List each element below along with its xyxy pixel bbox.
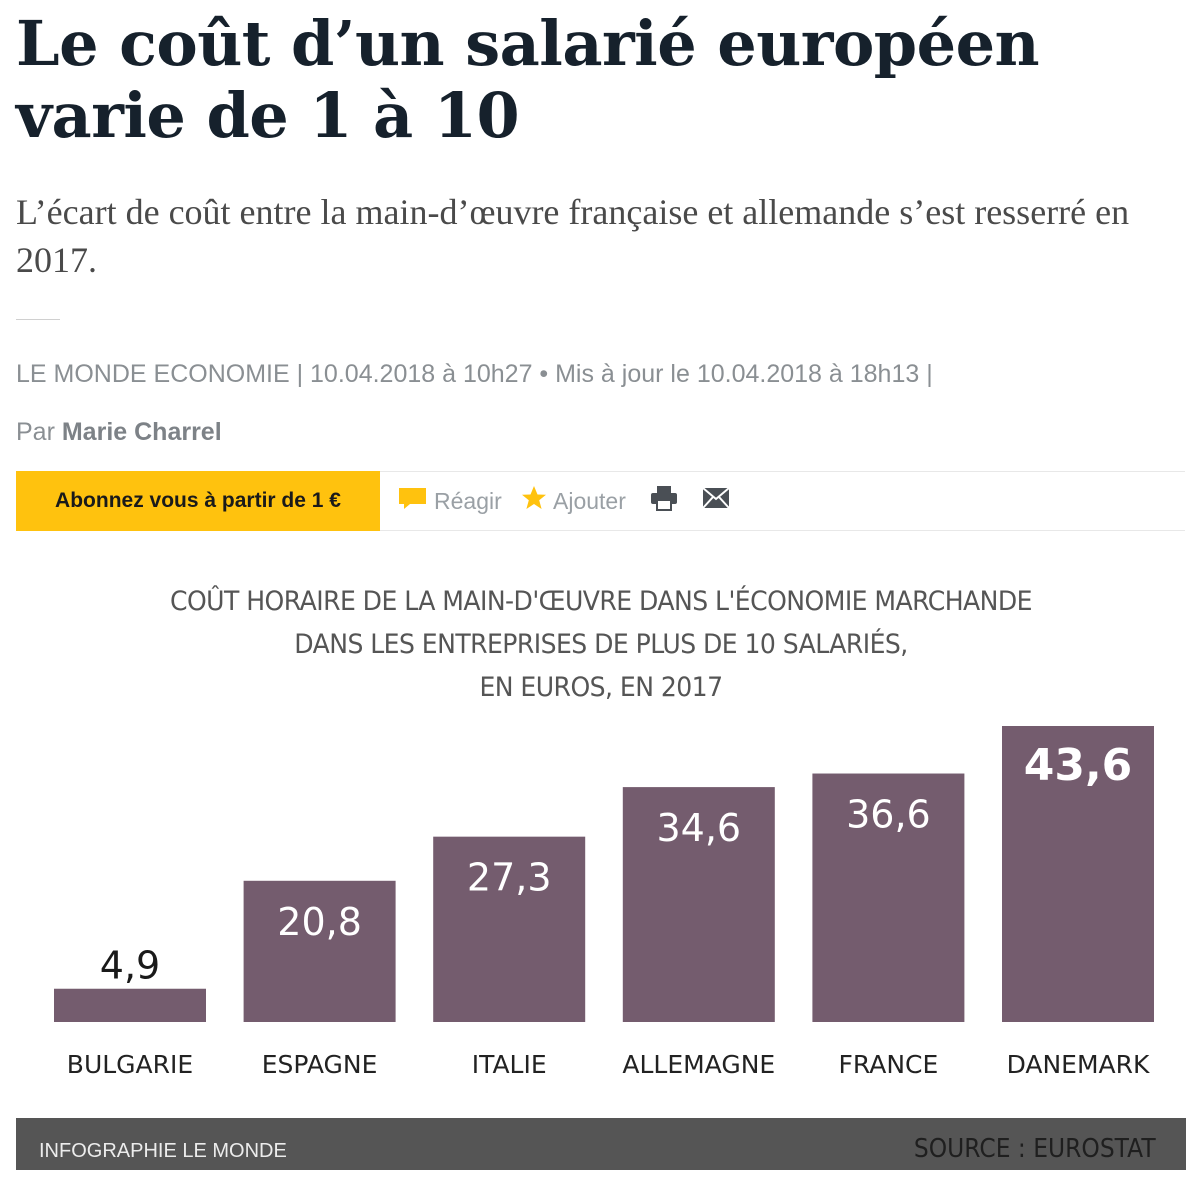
chart-title-line-3: EN EUROS, EN 2017 (479, 672, 723, 703)
bar-bulgarie (54, 988, 206, 1022)
chart-title-line-2: DANS LES ENTREPRISES DE PLUS DE 10 SALAR… (294, 629, 908, 660)
print-button[interactable] (650, 486, 678, 516)
mail-button[interactable] (702, 486, 730, 516)
bar-danemark (1002, 726, 1154, 1022)
footer-credit: INFOGRAPHIE LE MONDE (39, 1140, 287, 1162)
data-label-espagne: 20,8 (277, 900, 362, 944)
print-icon (650, 485, 678, 517)
data-label-bulgarie: 4,9 (100, 944, 160, 988)
data-label-france: 36,6 (846, 793, 931, 837)
article-toolbar: Abonnez vous à partir de 1 € Réagir Ajou… (16, 471, 1185, 531)
add-label: Ajouter (553, 487, 626, 514)
category-label-allemagne: ALLEMAGNE (622, 1050, 775, 1079)
data-label-danemark: 43,6 (1024, 740, 1133, 791)
bar-france (812, 773, 965, 1022)
mail-icon (702, 487, 730, 515)
comment-icon (398, 486, 428, 516)
bar-chart: COÛT HORAIRE DE LA MAIN-D'ŒUVRE DANS L'É… (16, 550, 1186, 1170)
bar-espagne (243, 880, 396, 1022)
category-label-bulgarie: BULGARIE (67, 1050, 193, 1079)
footer-source: SOURCE : EUROSTAT (914, 1134, 1156, 1164)
divider (16, 319, 60, 320)
byline: Par Marie Charrel (16, 418, 222, 447)
react-button[interactable]: Réagir (398, 486, 502, 516)
bar-allemagne (622, 787, 775, 1022)
chart-plot: 4,9 BULGARIE 20,8 ESPAGNE 27,3 ITALIE 34,6 ALLE… (54, 726, 1154, 1079)
subtitle: L’écart de coût entre la main-d’œuvre fr… (16, 192, 1130, 280)
react-label: Réagir (434, 487, 502, 514)
add-button[interactable]: Ajouter (521, 486, 626, 516)
star-icon (521, 485, 547, 517)
article-meta: LE MONDE ECONOMIE | 10.04.2018 à 10h27 •… (16, 360, 933, 388)
headline: Le coût d’un salarié européen varie de 1… (16, 8, 1186, 152)
chart-title-line-1: COÛT HORAIRE DE LA MAIN-D'ŒUVRE DANS L'É… (169, 586, 1033, 617)
byline-prefix: Par (16, 418, 55, 446)
chart-footer: INFOGRAPHIE LE MONDE SOURCE : EUROSTAT (16, 1118, 1186, 1170)
category-label-danemark: DANEMARK (1007, 1050, 1150, 1079)
headline-line-1: Le coût d’un salarié européen (16, 7, 1040, 80)
category-label-espagne: ESPAGNE (262, 1050, 378, 1079)
author-link[interactable]: Marie Charrel (61, 418, 222, 446)
category-label-italie: ITALIE (472, 1050, 547, 1079)
data-label-italie: 27,3 (467, 856, 552, 900)
chart-title: COÛT HORAIRE DE LA MAIN-D'ŒUVRE DANS L'É… (57, 580, 1145, 709)
bar-italie (433, 836, 586, 1022)
category-label-france: FRANCE (839, 1050, 939, 1079)
data-label-allemagne: 34,6 (656, 806, 741, 850)
headline-line-2: varie de 1 à 10 (16, 79, 520, 152)
subscribe-button[interactable]: Abonnez vous à partir de 1 € (16, 471, 380, 531)
